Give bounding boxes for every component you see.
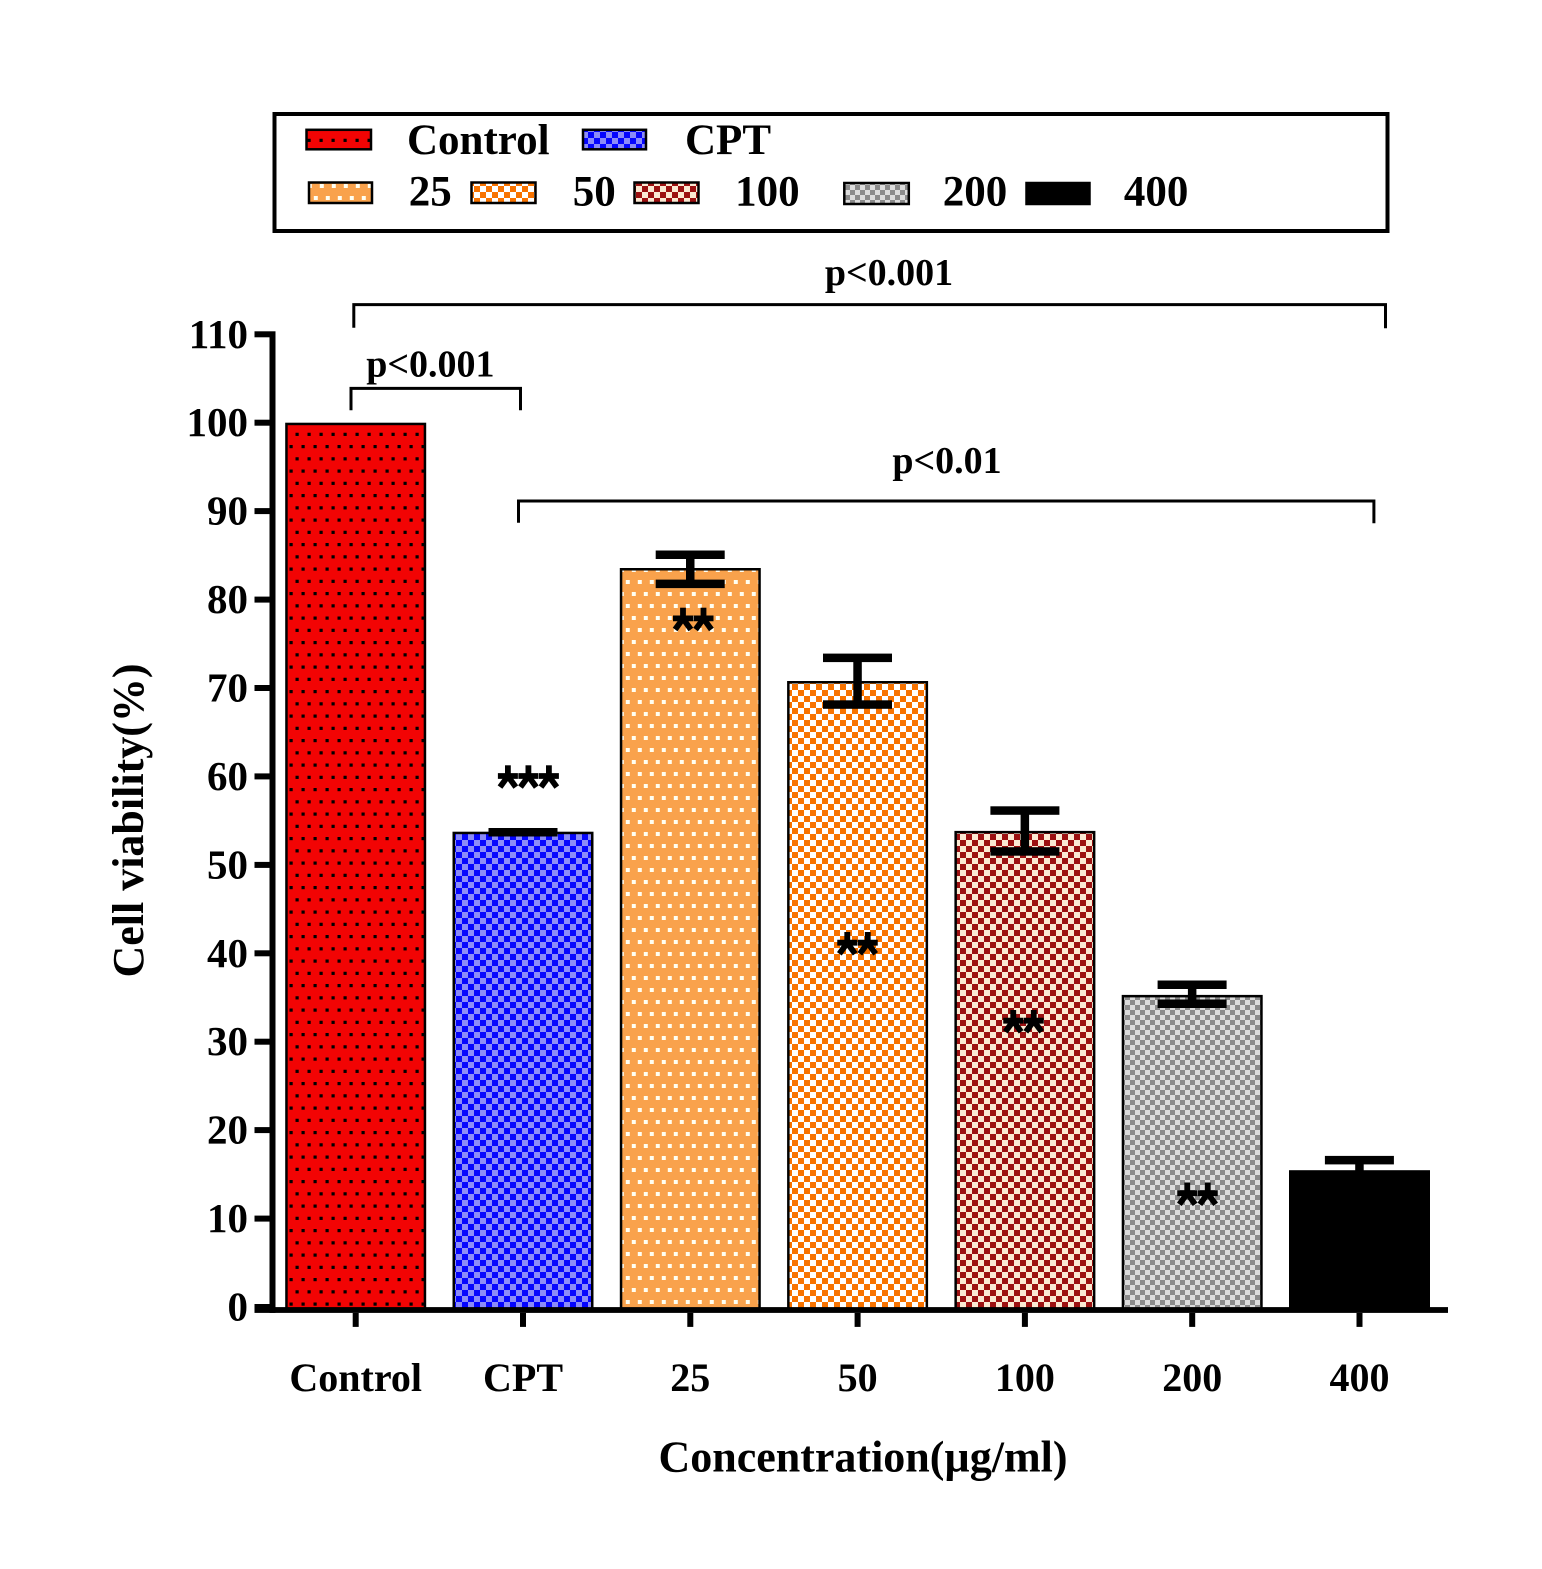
svg-text:CPT: CPT — [483, 1355, 563, 1400]
svg-text:400: 400 — [1124, 169, 1189, 216]
svg-text:100: 100 — [995, 1355, 1055, 1400]
svg-text:25: 25 — [409, 169, 452, 216]
svg-text:0: 0 — [228, 1284, 249, 1330]
svg-text:50: 50 — [838, 1355, 878, 1400]
svg-text:400: 400 — [1330, 1355, 1390, 1400]
svg-text:20: 20 — [207, 1107, 248, 1153]
svg-text:100: 100 — [735, 169, 800, 216]
svg-text:60: 60 — [207, 753, 248, 799]
svg-text:p<0.001: p<0.001 — [366, 343, 494, 385]
svg-text:Cell viability(%): Cell viability(%) — [104, 663, 153, 977]
svg-text:25: 25 — [670, 1355, 710, 1400]
svg-text:90: 90 — [207, 488, 248, 534]
svg-text:CPT: CPT — [685, 117, 771, 164]
svg-text:200: 200 — [943, 169, 1008, 216]
svg-text:Control: Control — [289, 1355, 422, 1400]
svg-text:50: 50 — [207, 841, 248, 887]
svg-text:110: 110 — [189, 311, 248, 357]
svg-text:100: 100 — [187, 399, 249, 445]
svg-text:40: 40 — [207, 930, 248, 976]
svg-text:200: 200 — [1162, 1355, 1222, 1400]
svg-text:50: 50 — [573, 169, 616, 216]
svg-text:p<0.001: p<0.001 — [825, 252, 953, 294]
svg-text:80: 80 — [207, 576, 248, 622]
svg-text:p<0.01: p<0.01 — [892, 440, 1001, 482]
svg-text:Control: Control — [407, 117, 550, 164]
svg-text:Concentration(µg/ml): Concentration(µg/ml) — [658, 1433, 1067, 1482]
svg-text:10: 10 — [207, 1195, 248, 1241]
svg-text:70: 70 — [207, 665, 248, 711]
svg-text:30: 30 — [207, 1018, 248, 1064]
